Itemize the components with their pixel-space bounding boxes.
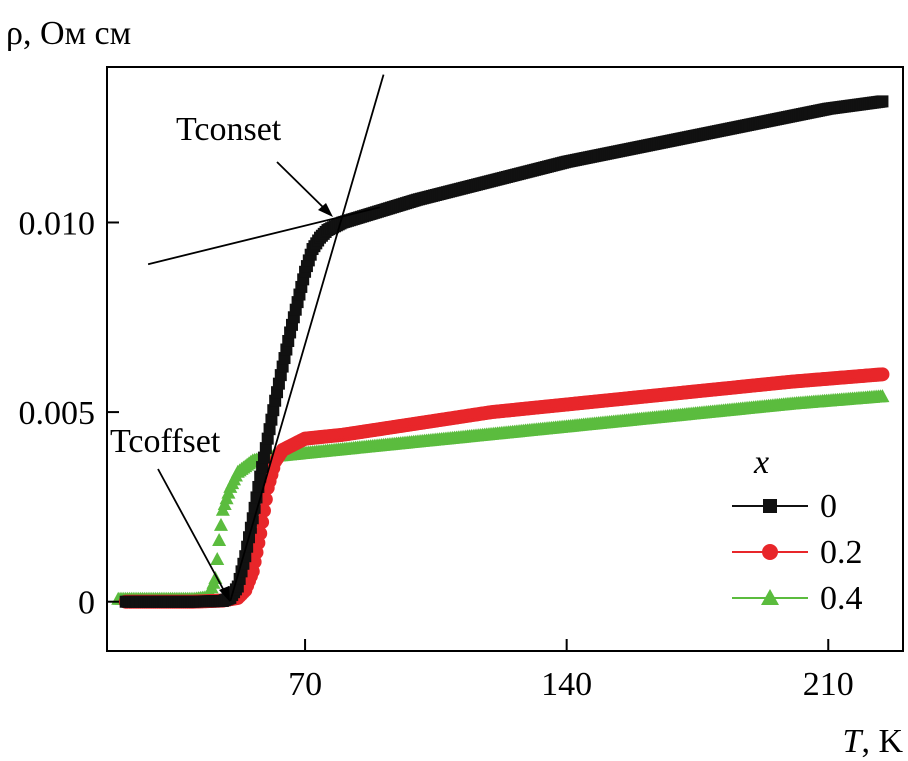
x-tick-label: 210 — [803, 666, 854, 703]
annotation-tcoffset-arrow-line — [157, 468, 229, 599]
y-tick-label: 0.005 — [19, 395, 96, 432]
legend-marker-0 — [763, 499, 777, 513]
point-series-0 — [259, 442, 272, 455]
point-series-0 — [248, 501, 261, 514]
point-series-0 — [263, 423, 276, 436]
y-tick-label: 0.010 — [19, 205, 96, 242]
legend-item-2: 0.4 — [732, 580, 863, 617]
series-layer — [111, 95, 890, 609]
legend-label-0: 0 — [820, 488, 837, 525]
guide-lines — [147, 74, 385, 602]
annotations: Tconset Tcoffset — [110, 111, 333, 602]
annotation-tcoffset: Tcoffset — [110, 423, 221, 460]
point-series-0 — [246, 512, 259, 525]
point-series-0 — [257, 451, 270, 464]
guide-line-1 — [229, 74, 385, 602]
annotation-tconset-arrowhead — [318, 203, 333, 217]
point-series-2 — [212, 533, 227, 547]
point-series-0 — [265, 413, 278, 426]
legend-title: x — [753, 444, 769, 481]
annotation-tconset: Tconset — [176, 111, 282, 148]
point-series-0 — [267, 404, 280, 417]
point-series-0 — [256, 461, 269, 474]
annotation-tcoffset-arrowhead — [219, 586, 230, 602]
x-tick-label: 70 — [288, 666, 322, 703]
legend-item-0: 0 — [732, 488, 837, 525]
y-axis-label: ρ, Ом см — [6, 15, 131, 52]
legend-item-1: 0.2 — [732, 534, 863, 571]
x-axis-label: T, K — [843, 723, 904, 760]
point-series-2 — [213, 517, 228, 531]
y-tick-label: 0 — [78, 585, 95, 622]
ticks: 70 140 210 0 0.005 0.010 — [19, 205, 854, 703]
point-series-1 — [875, 367, 890, 382]
point-series-0 — [254, 470, 267, 483]
guide-line-0 — [147, 206, 381, 266]
legend-label-1: 0.2 — [820, 534, 863, 571]
plot-frame — [106, 66, 904, 652]
point-series-0 — [876, 95, 889, 108]
legend-label-2: 0.4 — [820, 580, 863, 617]
legend-marker-1 — [762, 544, 778, 560]
series-2 — [111, 389, 890, 605]
legend-marker-2 — [761, 589, 779, 605]
point-series-2 — [875, 389, 890, 403]
point-series-2 — [210, 551, 225, 565]
point-series-0 — [252, 480, 265, 493]
point-series-0 — [261, 432, 274, 445]
annotation-tconset-arrow-line — [276, 161, 331, 215]
point-series-0 — [241, 540, 254, 553]
series-0 — [119, 95, 889, 608]
legend: x 0 0.2 0.4 — [732, 444, 863, 617]
x-tick-label: 140 — [541, 666, 592, 703]
